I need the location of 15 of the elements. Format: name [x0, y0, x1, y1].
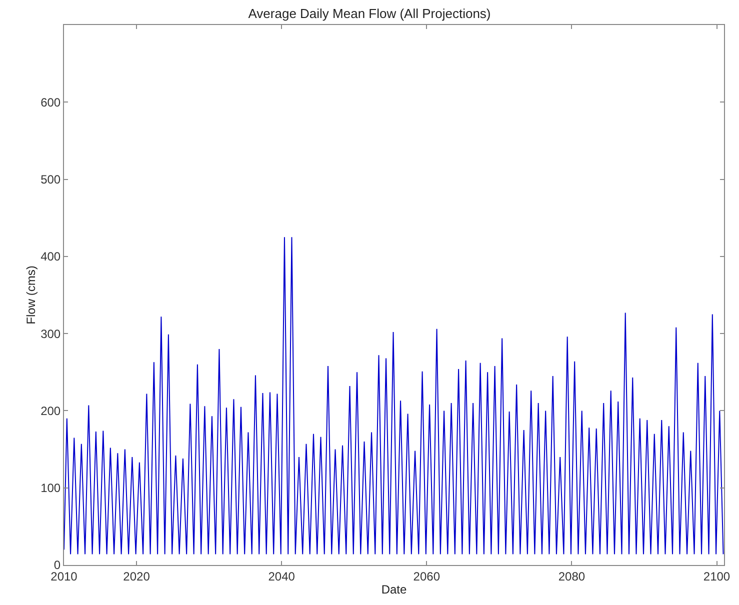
x-tick-label: 2100 [703, 569, 730, 584]
line-series [64, 236, 724, 555]
x-axis-title: Date [381, 582, 407, 596]
x-tick-label: 2080 [558, 569, 586, 584]
y-tick-label: 600 [40, 95, 61, 110]
x-tick-label: 2060 [413, 569, 440, 584]
y-tick-label: 400 [40, 250, 61, 264]
y-tick-label: 200 [40, 404, 61, 418]
y-tick-label: 300 [40, 326, 61, 341]
y-tick-label: 100 [40, 481, 61, 496]
x-tick-label: 2020 [123, 569, 150, 584]
chart-title: Average Daily Mean Flow (All Projections) [248, 6, 491, 22]
y-axis-title: Flow (cms) [24, 266, 38, 324]
x-tick-label: 2040 [268, 569, 296, 584]
y-tick-label: 500 [40, 172, 61, 186]
